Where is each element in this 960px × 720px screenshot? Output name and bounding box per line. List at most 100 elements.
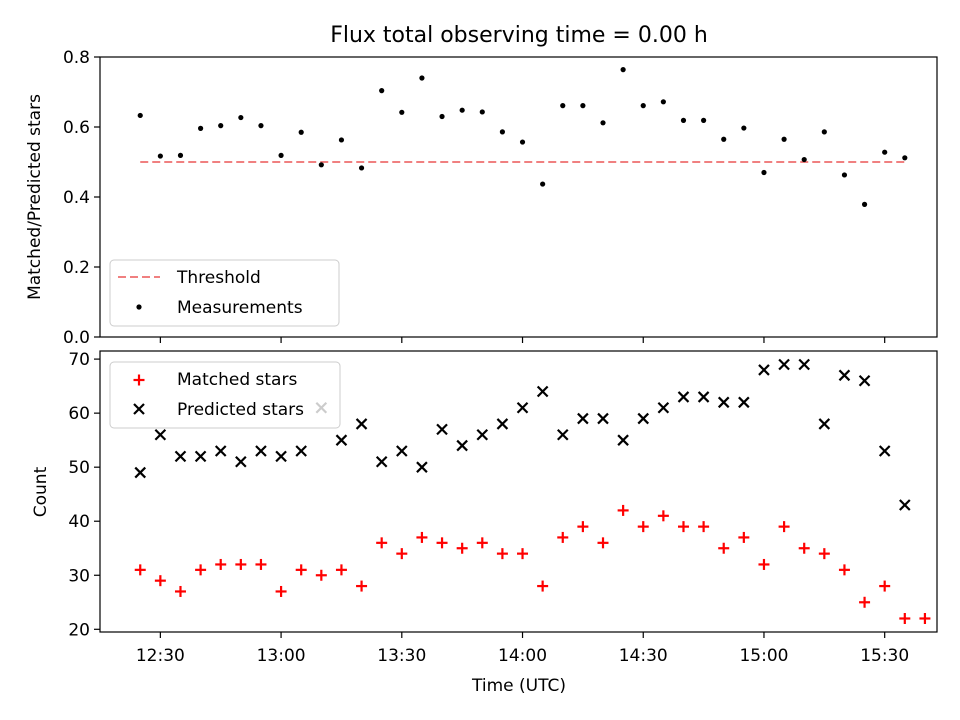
x-tick-label: 13:30 [377, 646, 426, 666]
matched-star-point [154, 575, 166, 587]
predicted-star-point [838, 369, 851, 382]
matched-star-point [698, 521, 710, 533]
bottom-x-axis: 12:30 13:00 13:30 14:00 14:30 15:00 15:30 [136, 632, 909, 666]
measurement-point [338, 137, 345, 143]
predicted-star-point [758, 364, 770, 376]
predicted-star-point [436, 423, 448, 436]
matched-star-point [476, 537, 488, 549]
matched-legend-marker [133, 374, 145, 386]
predicted-star-point [717, 396, 730, 409]
predicted-star-point [416, 461, 428, 473]
measurement-point [278, 152, 284, 158]
matched-star-point [818, 548, 830, 560]
matched-star-point [577, 521, 589, 533]
measurement-point [861, 201, 868, 207]
measurement-point [137, 112, 143, 119]
measurement-point [600, 120, 606, 126]
predicted-star-point [154, 428, 167, 441]
measurement-point [620, 67, 626, 73]
x-tick-label: 13:00 [257, 646, 306, 666]
top-y-tick-label: 0.2 [63, 258, 90, 278]
bottom-axes-frame [99, 350, 938, 633]
bottom-plot-area [134, 358, 931, 624]
matched-star-point [235, 558, 247, 570]
matched-star-point [416, 531, 428, 543]
predicted-star-point [798, 358, 810, 371]
matched-star-point [637, 521, 649, 533]
top-legend-frame [109, 259, 340, 327]
matched-star-point [335, 564, 347, 576]
matched-star-point [517, 548, 529, 560]
measurements-legend-marker [136, 304, 142, 310]
predicted-star-point [617, 434, 629, 446]
predicted-star-point [858, 374, 871, 387]
predicted-star-point [295, 445, 307, 457]
matched-star-point [195, 564, 207, 576]
predicted-star-point [355, 418, 368, 430]
bottom-y-axis-label: Count [31, 466, 51, 517]
matched-star-point [215, 558, 227, 570]
measurement-point [640, 103, 646, 109]
top-panel: 0.00.20.40.60.8 Matched/Predicted stars … [25, 48, 938, 348]
predicted-star-point [174, 450, 187, 463]
matched-star-point [838, 564, 850, 576]
top-y-axis: 0.0 0.2 0.4 0.6 0.8 [63, 48, 100, 348]
measurement-point [841, 172, 848, 178]
measurement-point [358, 165, 365, 171]
predicted-star-point [677, 391, 690, 403]
bottom-y-tick-label: 30 [68, 566, 90, 586]
predicted-star-point [597, 412, 609, 425]
predicted-star-point [375, 456, 388, 468]
predicted-star-point [335, 434, 348, 446]
matched-star-point [597, 537, 609, 549]
measurement-point [701, 117, 707, 123]
top-y-tick-label: 0.8 [63, 48, 90, 68]
bottom-y-tick-label: 40 [68, 512, 90, 532]
matched-star-point [134, 564, 146, 576]
predicted-star-point [214, 445, 227, 457]
matched-star-point [859, 596, 871, 608]
matched-star-point [275, 585, 287, 597]
measurement-point [721, 136, 727, 142]
predicted-star-point [134, 466, 147, 479]
matched-star-point [617, 504, 629, 516]
predicted-star-point [637, 412, 650, 425]
top-y-tick-label: 0.4 [63, 188, 90, 208]
bottom-legend: Matched stars Predicted stars [109, 361, 341, 429]
predicted-star-point [516, 401, 529, 414]
matched-star-point [396, 548, 408, 560]
measurement-point [238, 114, 244, 121]
matched-star-point [456, 542, 468, 554]
matched-star-point [718, 542, 730, 554]
legend-matched-label: Matched stars [177, 370, 297, 390]
legend-threshold-label: Threshold [176, 268, 261, 288]
matched-star-point [174, 585, 186, 597]
measurement-point [560, 103, 566, 109]
predicted-star-point [577, 412, 589, 425]
predicted-star-point [456, 439, 468, 452]
bottom-y-tick-label: 70 [68, 350, 90, 370]
predicted-legend-marker [133, 403, 145, 415]
bottom-y-tick-label: 60 [68, 404, 90, 424]
measurement-point [680, 117, 687, 123]
measurement-point [157, 153, 163, 159]
matched-star-point [879, 580, 891, 592]
measurement-point [660, 99, 666, 105]
bottom-y-tick-label: 20 [68, 620, 90, 640]
measurement-point [821, 129, 827, 135]
matched-star-point [255, 558, 267, 570]
legend-measurements-label: Measurements [177, 298, 303, 318]
matched-star-point [315, 569, 327, 581]
predicted-star-point [818, 418, 831, 430]
top-legend: Threshold Measurements [109, 259, 340, 327]
bottom-y-axis: 20 30 40 50 60 70 [68, 350, 100, 640]
top-plot-area [137, 67, 908, 207]
x-tick-label: 14:00 [498, 646, 547, 666]
predicted-star-point [275, 450, 287, 463]
measurement-point [801, 156, 807, 163]
matched-star-point [436, 537, 448, 549]
measurement-point [218, 123, 224, 129]
x-tick-label: 12:30 [136, 646, 185, 666]
matched-star-point [295, 564, 307, 576]
